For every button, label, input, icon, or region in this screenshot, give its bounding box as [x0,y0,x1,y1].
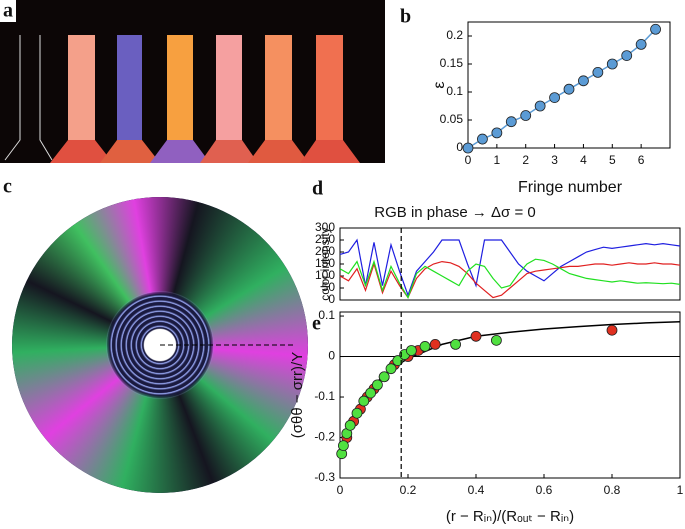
point [405,345,417,356]
series-line [339,260,681,299]
point [344,419,356,431]
point [621,50,633,61]
x-tick-label: 0.6 [536,483,553,497]
y-tick-label: 250 [315,232,335,246]
photo-strip [0,0,385,163]
panel-label: e [312,313,321,335]
panel-label: a [3,0,13,22]
point [490,334,502,346]
point [477,133,488,145]
point [378,371,390,383]
x-tick-label: 2 [522,153,529,167]
point [371,379,383,391]
point [470,330,482,342]
y-tick-label: 50 [322,280,336,294]
y-tick-label: 0 [328,292,335,306]
point [592,67,604,78]
y-tick-label: 0.1 [446,84,463,98]
panel-label: d [312,178,323,200]
point [392,355,404,366]
point [462,142,474,154]
point [650,23,661,35]
x-tick-label: 3 [551,153,558,167]
x-tick-label: 0.2 [400,483,417,497]
point [429,338,441,350]
point [520,110,532,121]
point [534,100,546,112]
point [419,341,431,352]
panel-label: c [3,176,12,198]
x-tick-label: 6 [638,153,645,167]
panel-label: b [400,6,411,28]
point [337,440,349,452]
y-tick-label: 0.2 [446,28,463,42]
point [606,58,618,70]
point [549,92,560,103]
y-tick-label: 0.1 [318,308,335,322]
x-tick-label: 1 [494,153,501,167]
y-tick-label: 0.15 [440,56,464,70]
axes-box [339,227,681,301]
x-axis-label: Fringe number [518,179,623,196]
y-tick-label: -0.2 [314,430,335,444]
y-tick-label: -0.3 [314,470,335,484]
y-tick-label: -0.1 [314,389,335,403]
x-axis-label: (r − Rᵢₙ)/(Rₒᵤₜ − Rᵢₙ) [446,508,574,525]
series-line [339,238,681,297]
x-tick-label: 4 [580,153,587,167]
point [505,116,517,128]
y-tick-label: 0 [328,349,335,363]
y-axis-label: color intensity [318,227,332,300]
y-tick-label: 200 [315,244,335,258]
y-tick-label: 150 [315,256,335,270]
x-tick-label: 0.4 [468,483,485,497]
point [563,83,575,95]
y-axis-label: (σθθ − σrr)/Y [289,352,306,438]
point [578,75,589,87]
x-tick-label: 0.8 [604,483,621,497]
y-tick-label: 300 [315,220,335,234]
x-tick-label: 0 [465,153,472,167]
point [635,39,647,50]
point [385,363,397,375]
chart-title: RGB in phase → Δσ = 0 [374,204,535,221]
y-tick-label: 100 [315,268,335,282]
point [351,407,363,419]
x-tick-label: 5 [609,153,616,167]
x-tick-label: 0 [337,483,344,497]
series-line [339,258,681,300]
point [365,387,377,399]
y-tick-label: 0 [456,140,463,154]
point [358,395,370,407]
y-tick-label: 0.05 [440,112,464,126]
point [606,324,618,336]
y-axis-label: ε [431,81,448,88]
point [450,338,462,350]
axes-box [339,311,681,479]
point [491,127,503,139]
x-tick-label: 1 [677,483,684,497]
